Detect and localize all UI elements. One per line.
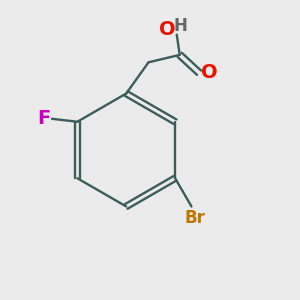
- Text: O: O: [200, 63, 217, 82]
- Text: O: O: [159, 20, 175, 39]
- Text: Br: Br: [184, 209, 205, 227]
- Text: F: F: [37, 109, 50, 128]
- Text: H: H: [173, 17, 187, 35]
